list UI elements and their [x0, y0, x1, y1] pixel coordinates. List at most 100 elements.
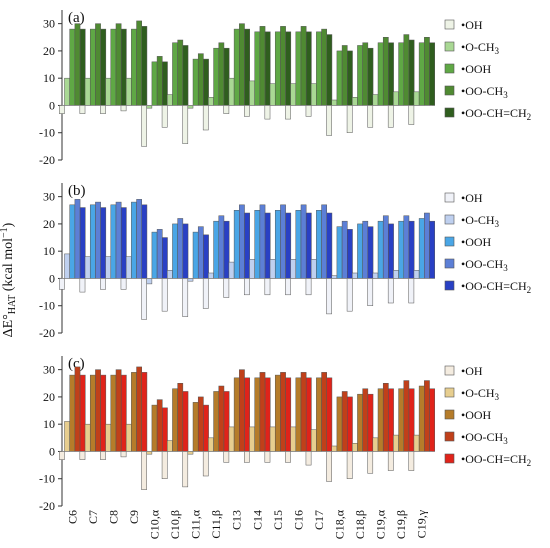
bar [110, 204, 117, 279]
bar [424, 212, 430, 279]
bar [357, 45, 363, 106]
bar [398, 388, 405, 452]
bar [187, 451, 194, 455]
bar [115, 201, 122, 279]
bar [346, 451, 353, 479]
legend-swatch [444, 453, 455, 464]
bar [382, 383, 389, 452]
bar [362, 388, 369, 452]
bar [203, 234, 209, 279]
legend-swatch [444, 63, 455, 74]
y-axis-label: ΔE°HAT (kcal mol−1) [0, 222, 18, 337]
category-label: C8 [106, 510, 120, 524]
legend-swatch [444, 280, 455, 291]
bar [264, 451, 271, 463]
y-tick-label: 0 [49, 444, 55, 458]
bar [300, 204, 307, 279]
bar [125, 256, 132, 279]
bar [316, 210, 322, 279]
bar [285, 278, 291, 296]
bar [79, 28, 86, 106]
bar [316, 31, 322, 106]
category-label: C17 [312, 510, 326, 530]
bar [74, 199, 81, 279]
bar [305, 278, 312, 296]
bar [172, 42, 178, 106]
bar [403, 380, 410, 452]
bar [387, 105, 394, 128]
bar [387, 278, 394, 304]
bar [79, 278, 86, 293]
bar [408, 388, 415, 452]
legend-swatch [444, 214, 455, 225]
y-tick-label: -10 [39, 299, 55, 313]
y-tick-label: -10 [39, 472, 55, 486]
bar [295, 210, 302, 279]
bar [357, 223, 363, 279]
bar [79, 105, 86, 114]
panel-c: -20 -10 0 10 20 30 (c) •OH •O-CH3 •OOH •OO-CH3 •OO-… [39, 356, 531, 513]
category-label: C19,α [374, 509, 388, 539]
bar [367, 47, 374, 106]
bar [331, 275, 338, 279]
y-tick-label: 30 [43, 190, 55, 204]
bar [208, 272, 214, 279]
bar [192, 58, 199, 106]
bar [341, 45, 348, 106]
bar [326, 105, 332, 136]
bar [120, 451, 127, 458]
bar [352, 443, 358, 452]
bar [249, 259, 255, 279]
legend-swatch [444, 365, 455, 376]
bar [341, 391, 348, 452]
bar [424, 37, 430, 106]
bar [290, 426, 297, 452]
y-tick-label: 20 [43, 217, 55, 231]
bar [388, 42, 394, 106]
legend-swatch [444, 387, 455, 398]
bar [59, 451, 65, 460]
legend-swatch [444, 107, 455, 118]
bar [228, 426, 235, 452]
bar [336, 226, 343, 279]
bar [141, 105, 147, 147]
bar [367, 226, 374, 279]
bar [141, 26, 148, 106]
bar [269, 426, 276, 452]
legend-label: •OH [461, 18, 483, 32]
bar [187, 278, 194, 282]
bar [346, 278, 353, 312]
bar [69, 204, 76, 279]
panel-a: -20 -10 0 10 20 30 (a) •OH •O-CH3 •OOH •OO-CH3 •OO-… [39, 10, 531, 167]
bar [285, 377, 292, 452]
bar [177, 218, 184, 279]
bar [331, 445, 338, 452]
bar [197, 396, 204, 452]
bar [264, 31, 271, 106]
y-tick-label: -20 [39, 153, 55, 167]
bar [326, 34, 333, 106]
bar [274, 210, 281, 279]
bar [203, 58, 209, 106]
bar [249, 80, 255, 106]
legend: •OH •O-CH3 •OOH •OO-CH3 •OO-CH=CH2 [444, 364, 531, 468]
bar [208, 437, 214, 452]
bar [136, 366, 142, 452]
bar [367, 105, 374, 128]
bar [429, 388, 435, 452]
bar [362, 220, 369, 279]
category-label: C6 [65, 510, 79, 524]
bar [305, 451, 312, 466]
bar [95, 369, 101, 452]
bar [352, 97, 358, 106]
y-tick-label: -20 [39, 499, 55, 513]
bar [151, 61, 158, 106]
bar [167, 94, 173, 106]
bar [290, 259, 297, 279]
bar [269, 83, 276, 106]
y-tick-label: 30 [43, 363, 55, 377]
legend-swatch [444, 192, 455, 203]
bar [290, 83, 297, 106]
legend-swatch [444, 41, 455, 52]
bar [259, 204, 266, 279]
